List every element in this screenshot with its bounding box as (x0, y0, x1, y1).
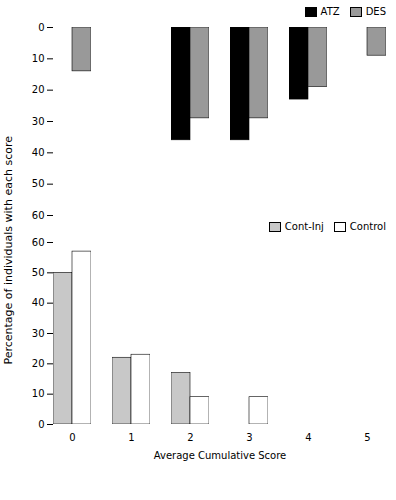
svg-text:10: 10 (32, 53, 45, 64)
svg-text:30: 30 (32, 116, 45, 127)
html-text:Percentage of individuals with: Percentage of individuals with each scor… (1, 135, 15, 365)
svg-text:40: 40 (32, 297, 45, 308)
svg-text:50: 50 (32, 267, 45, 278)
svg-text:60: 60 (32, 210, 45, 219)
svg-text:30: 30 (32, 328, 45, 339)
svg-text:3: 3 (246, 432, 252, 443)
svg-text:60: 60 (32, 237, 45, 248)
svg-text:0: 0 (38, 419, 44, 430)
html-text:ATZ: ATZ (320, 6, 340, 17)
svg-text:2: 2 (187, 432, 193, 443)
html-text:Control: Control (349, 221, 386, 232)
html-text:DES: DES (365, 6, 386, 17)
svg-text:20: 20 (32, 84, 45, 95)
svg-text:Average Cumulative Score: Average Cumulative Score (154, 450, 287, 461)
html-text:Cont-Inj: Cont-Inj (284, 221, 324, 232)
svg-text:1: 1 (128, 432, 134, 443)
svg-text:0: 0 (69, 432, 75, 443)
svg-text:0: 0 (38, 22, 44, 33)
svg-text:5: 5 (364, 432, 370, 443)
svg-text:40: 40 (32, 147, 45, 158)
svg-text:10: 10 (32, 388, 45, 399)
svg-text:50: 50 (32, 178, 45, 189)
svg-text:4: 4 (305, 432, 311, 443)
svg-text:20: 20 (32, 358, 45, 369)
